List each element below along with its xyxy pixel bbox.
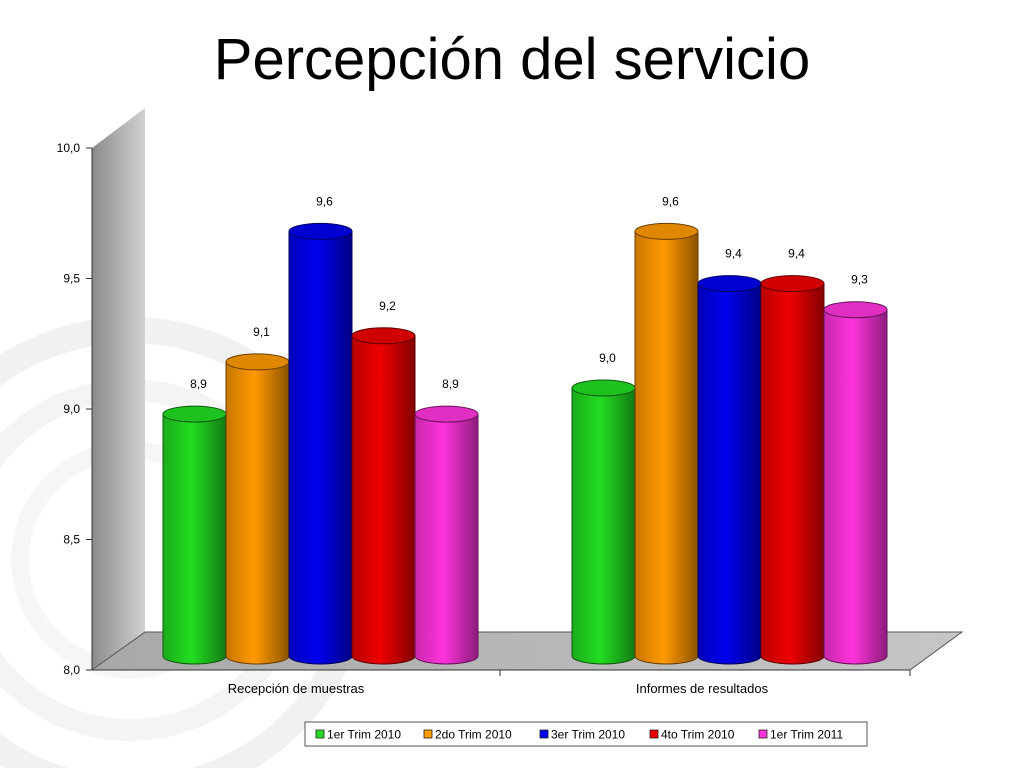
bar <box>162 405 227 665</box>
bar-top <box>162 405 227 423</box>
bar <box>571 379 636 665</box>
bar-top <box>225 353 290 371</box>
bar-body <box>225 361 290 665</box>
data-label: 9,3 <box>851 273 868 287</box>
bar <box>697 275 762 665</box>
bar <box>225 353 290 665</box>
legend-label: 1er Trim 2011 <box>770 728 843 742</box>
slide-title: Percepción del servicio <box>213 27 811 92</box>
bar-body <box>760 283 825 665</box>
bar-body <box>288 230 353 665</box>
bar-top <box>634 222 699 240</box>
bar-body <box>571 387 636 665</box>
category-labels: Recepción de muestras Informes de resulta… <box>228 681 769 696</box>
data-label: 8,9 <box>442 377 459 391</box>
y-axis-ticks: 8,0 8,5 9,0 9,5 10,0 <box>57 141 92 677</box>
legend-swatch <box>315 729 325 739</box>
bar <box>823 301 888 665</box>
bar-body <box>823 309 888 665</box>
legend-label: 3er Trim 2010 <box>551 728 625 742</box>
legend-swatch <box>423 729 433 739</box>
bar-top <box>823 301 888 319</box>
legend-swatch <box>649 729 659 739</box>
bar-top <box>288 222 353 240</box>
data-labels: 8,9 9,0 9,1 9,6 9,6 9,4 9,2 9,4 8,9 9,3 <box>190 194 868 391</box>
legend-label: 1er Trim 2010 <box>327 728 401 742</box>
y-tick-label: 10,0 <box>57 141 81 155</box>
data-label: 9,2 <box>379 299 396 313</box>
legend-item: 1er Trim 2011 <box>758 728 843 742</box>
bar-body <box>162 413 227 665</box>
legend-box <box>304 721 868 747</box>
data-label: 9,6 <box>316 194 333 208</box>
bar-top <box>571 379 636 397</box>
bar-body <box>414 413 479 665</box>
legend-item: 2do Trim 2010 <box>423 728 512 742</box>
bar-top <box>760 275 825 293</box>
data-label: 9,1 <box>253 325 270 339</box>
data-label: 8,9 <box>190 377 207 391</box>
y-tick-label: 8,5 <box>63 533 80 547</box>
data-label: 9,6 <box>662 194 679 208</box>
category-label: Recepción de muestras <box>228 681 365 696</box>
bar-body <box>351 335 416 665</box>
data-label: 9,0 <box>599 351 616 365</box>
legend-label: 2do Trim 2010 <box>435 728 512 742</box>
bar <box>351 327 416 665</box>
category-label: Informes de resultados <box>636 681 769 696</box>
data-label: 9,4 <box>788 247 805 261</box>
legend: 1er Trim 2010 2do Trim 2010 3er Trim 2010 4… <box>315 728 843 742</box>
bar-body <box>697 283 762 665</box>
bar <box>414 405 479 665</box>
legend-item: 3er Trim 2010 <box>539 728 625 742</box>
legend-swatch <box>758 729 768 739</box>
bar-top <box>414 405 479 423</box>
bars <box>162 222 888 665</box>
back-wall-side <box>92 108 145 670</box>
legend-swatch <box>539 729 549 739</box>
legend-item: 4to Trim 2010 <box>649 728 735 742</box>
data-label: 9,4 <box>725 247 742 261</box>
y-tick-label: 9,0 <box>63 402 80 416</box>
bar-top <box>351 327 416 345</box>
bar-top <box>697 275 762 293</box>
legend-label: 4to Trim 2010 <box>661 728 735 742</box>
bar <box>760 275 825 665</box>
legend-item: 1er Trim 2010 <box>315 728 401 742</box>
y-tick-label: 9,5 <box>63 272 80 286</box>
y-tick-label: 8,0 <box>63 663 80 677</box>
bar-body <box>634 230 699 665</box>
bar <box>634 222 699 665</box>
bar <box>288 222 353 665</box>
